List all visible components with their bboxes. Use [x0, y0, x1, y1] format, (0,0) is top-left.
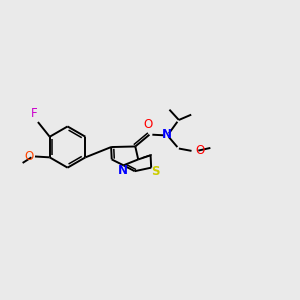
Text: O: O: [195, 144, 205, 157]
Text: F: F: [30, 107, 37, 120]
Text: O: O: [144, 118, 153, 130]
Text: S: S: [151, 165, 160, 178]
Text: N: N: [118, 164, 128, 177]
Text: O: O: [25, 150, 34, 163]
Text: N: N: [161, 128, 172, 141]
